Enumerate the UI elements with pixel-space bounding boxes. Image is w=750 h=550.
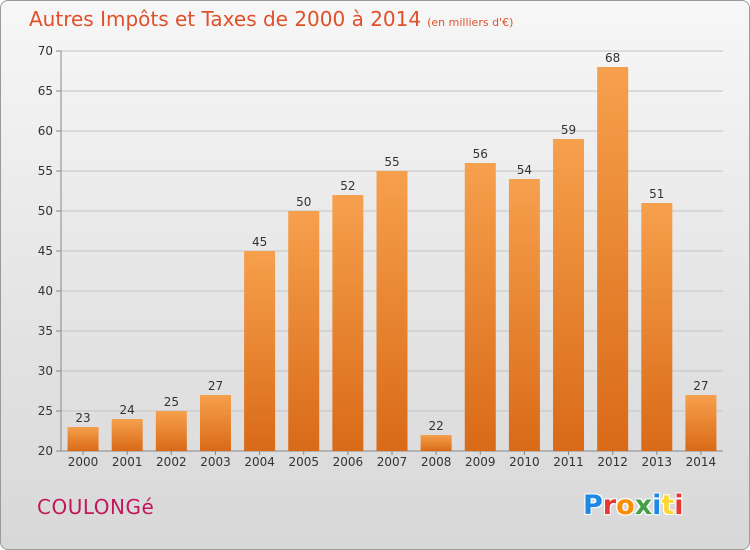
x-tick-label: 2005 [288,455,319,469]
bar-value-label: 27 [693,379,708,393]
x-tick-label: 2001 [112,455,143,469]
x-tick-label: 2006 [333,455,364,469]
y-tick-label: 55 [38,164,53,178]
bar [464,163,496,451]
bar-value-label: 52 [340,179,355,193]
bar [67,427,99,451]
bar [332,195,364,451]
bar [244,251,276,451]
x-tick-label: 2003 [200,455,231,469]
chart-unit: (en milliers d'€) [427,16,514,29]
bar-value-label: 27 [208,379,223,393]
bar-value-label: 45 [252,235,267,249]
y-tick-label: 70 [38,44,53,58]
bar [376,171,408,451]
y-tick-label: 45 [38,244,53,258]
logo-letter: i [652,490,662,521]
bar-value-label: 68 [605,51,620,65]
chart-title: Autres Impôts et Taxes de 2000 à 2014 (en… [29,7,513,31]
bar [111,419,143,451]
logo-letter: r [602,490,617,521]
y-tick-label: 60 [38,124,53,138]
proxiti-logo[interactable]: Proxiti [583,490,684,521]
bar-value-label: 22 [428,419,443,433]
bar [685,395,717,451]
bar-value-label: 23 [75,411,90,425]
bar [641,203,673,451]
bar-value-label: 54 [517,163,532,177]
place-name: COULONGé [37,495,155,519]
bar [199,395,231,451]
x-tick-label: 2000 [68,455,99,469]
y-tick-label: 35 [38,324,53,338]
x-tick-label: 2013 [642,455,673,469]
y-tick-label: 25 [38,404,53,418]
bar [597,67,629,451]
x-tick-label: 2008 [421,455,452,469]
y-tick-label: 40 [38,284,53,298]
x-tick-label: 2004 [244,455,275,469]
bar [508,179,540,451]
bar-value-label: 55 [384,155,399,169]
bars [67,67,717,451]
bar [288,211,320,451]
x-tick-label: 2009 [465,455,496,469]
bar-value-label: 24 [120,403,135,417]
chart-title-text: Autres Impôts et Taxes de 2000 à 2014 [29,7,422,31]
x-tick-label: 2007 [377,455,408,469]
logo-letter: t [661,490,675,521]
y-tick-label: 20 [38,444,53,458]
bar [420,435,452,451]
logo-letter: i [674,490,684,521]
x-tick-label: 2014 [686,455,717,469]
bar-value-label: 25 [164,395,179,409]
bar-value-label: 50 [296,195,311,209]
logo-letter: o [616,490,635,521]
y-tick-label: 50 [38,204,53,218]
bar-value-label: 56 [473,147,488,161]
bar [155,411,187,451]
y-tick-label: 65 [38,84,53,98]
bar [553,139,585,451]
x-tick-label: 2011 [553,455,584,469]
x-tick-label: 2010 [509,455,540,469]
x-tick-label: 2012 [597,455,628,469]
x-tick-label: 2002 [156,455,187,469]
y-tick-label: 30 [38,364,53,378]
data-labels: 23 24 25 27 45 50 52 55 22 56 54 59 68 51 27 [75,51,708,433]
logo-letter: P [583,490,603,521]
logo-letter: x [634,490,653,521]
bar-value-label: 51 [649,187,664,201]
bar-value-label: 59 [561,123,576,137]
